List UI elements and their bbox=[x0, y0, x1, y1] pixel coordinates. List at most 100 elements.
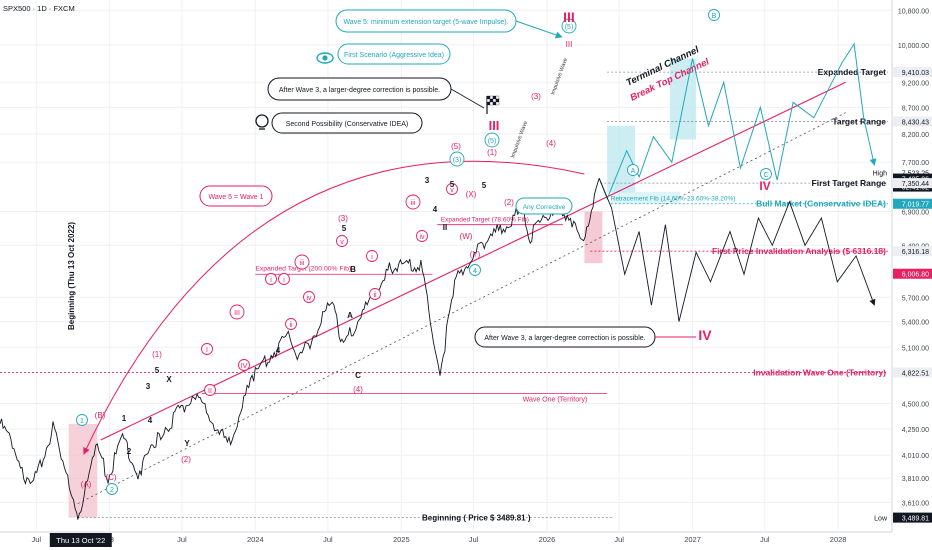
wave-label-39-circle bbox=[446, 183, 458, 195]
wave-label-52: (5) bbox=[565, 24, 574, 31]
wave-label-30: i bbox=[283, 277, 285, 284]
channel-bottom-line bbox=[77, 112, 846, 505]
callout-after-wave3-top-pointer bbox=[450, 88, 485, 109]
checkered-flag-icon bbox=[486, 98, 491, 103]
wave-label-28-circle bbox=[238, 359, 250, 371]
projection-conservative bbox=[598, 178, 876, 322]
wave-label-6: (2) bbox=[181, 455, 191, 464]
wave-label-26: II bbox=[208, 388, 212, 395]
wave-label-50: (3) bbox=[531, 92, 541, 101]
wave-label-33-circle bbox=[303, 291, 315, 303]
wave-label-18: B bbox=[350, 265, 356, 274]
wave-label-28: IV bbox=[241, 363, 248, 370]
checkered-flag-icon bbox=[486, 95, 491, 100]
wave-label-55-circle bbox=[760, 168, 772, 180]
x-tick-0: Jul bbox=[32, 535, 42, 544]
wave-label-38-circle bbox=[416, 230, 428, 242]
wave5-eq-wave1-arrow bbox=[83, 160, 585, 455]
y-badge-4-bg bbox=[893, 178, 932, 189]
wave-label-16: (5) bbox=[451, 142, 461, 151]
x-tick-4: Jul bbox=[323, 535, 333, 544]
wave-label-0: 1 bbox=[80, 418, 84, 425]
wave-label-46: (3) bbox=[453, 157, 462, 164]
symbol-header: SPX500 · 1D · FXCM bbox=[3, 4, 75, 13]
y-badge-1-bg bbox=[893, 116, 932, 127]
retracement-fib-label: Retracement Fib (14.60%-23.60%-38.20%) bbox=[611, 196, 736, 203]
wave-label-19: C bbox=[355, 371, 361, 380]
wave-label-45-circle bbox=[484, 132, 500, 148]
x-tick-5: 2025 bbox=[393, 535, 410, 544]
y-tick-3: 8,700.00 bbox=[902, 105, 929, 112]
y-tick-14: 3,810.00 bbox=[902, 476, 929, 483]
wave-label-10: 2 bbox=[127, 447, 132, 456]
first-price-invalidation-label: First Price Invalidation Analysis ($ 631… bbox=[712, 246, 886, 256]
wave-label-53: A bbox=[631, 168, 636, 175]
wave-label-37-circle bbox=[405, 194, 421, 210]
callout-any-corrective-box bbox=[515, 197, 573, 215]
wave-label-48: (1) bbox=[487, 148, 497, 157]
wave-label-1-circle bbox=[106, 483, 118, 495]
wave-label-17: A bbox=[347, 311, 353, 320]
y-badge-2-tag: High bbox=[873, 171, 888, 178]
callout-first-scenario-text: First Scenario (Aggressive Idea) bbox=[344, 52, 444, 59]
y-tick-10: 5,100.00 bbox=[902, 345, 929, 352]
wave-label-13: 5 bbox=[155, 366, 160, 375]
callout-first-scenario-box bbox=[337, 43, 451, 65]
wave-label-44: II bbox=[443, 223, 447, 232]
wave-label-47: III bbox=[566, 40, 573, 49]
wave-label-22: (Y) bbox=[470, 250, 481, 259]
callout-second-possibility-box bbox=[271, 112, 423, 134]
x-tick-10: Jul bbox=[760, 535, 770, 544]
wave-label-11: 3 bbox=[146, 382, 151, 391]
wave-label-7: Y bbox=[184, 439, 190, 448]
wave-label-29: i bbox=[270, 277, 272, 284]
y-badge-4: 7,350.44 bbox=[902, 181, 929, 188]
wave-4-cyan: 4 bbox=[473, 268, 477, 275]
checkered-flag-icon bbox=[489, 101, 494, 106]
beginning-price-label: Beginning ( Price $ 3489.81 ) bbox=[422, 513, 531, 522]
x-tick-11: 2028 bbox=[830, 535, 847, 544]
y-tick-1: 10,000.00 bbox=[898, 43, 929, 50]
checkered-flag-icon bbox=[492, 101, 497, 106]
wave-label-32-circle bbox=[294, 254, 310, 270]
retracement-fib-box bbox=[610, 191, 681, 204]
wave-label-1: 2 bbox=[110, 487, 114, 494]
callout-after-wave3-bottom-text: After Wave 3, a larger-degree correction… bbox=[484, 335, 645, 342]
callout-wave5-eq-wave1-box bbox=[199, 185, 273, 207]
y-badge-6-bg bbox=[893, 246, 932, 257]
y-tick-13: 4,010.00 bbox=[902, 453, 929, 460]
wave-label-49: (2) bbox=[504, 198, 514, 207]
checkered-flag-icon bbox=[495, 95, 500, 100]
y-tick-12: 4,250.00 bbox=[902, 427, 929, 434]
y-badge-2-bg bbox=[893, 167, 932, 178]
y-badge-6: 6,316.18 bbox=[902, 249, 929, 256]
y-tick-15: 3,610.00 bbox=[902, 500, 929, 507]
x-tick-9: 2027 bbox=[684, 535, 701, 544]
x-highlight-label: Thu 13 Oct '22 bbox=[56, 536, 105, 545]
y-badge-5-bg bbox=[893, 198, 932, 209]
wave-label-30-circle bbox=[278, 273, 290, 285]
wave-label-56: IV bbox=[759, 179, 770, 193]
wave-label-31: ii bbox=[289, 322, 293, 329]
wave-label-39: v bbox=[450, 187, 454, 194]
first-target-range-label: First Target Range bbox=[812, 178, 887, 188]
y-badge-10-tag-bg bbox=[871, 512, 891, 523]
checkered-flag-icon bbox=[489, 98, 494, 103]
wave-label-27: III bbox=[234, 310, 240, 317]
checkered-flag-icon bbox=[486, 101, 491, 106]
callout-wave5-min-text: Wave 5: minimum extension target (5-wave… bbox=[343, 19, 508, 26]
roman-III-mid: III bbox=[489, 118, 500, 133]
wave-label-14: (3) bbox=[338, 214, 348, 223]
y-tick-2: 9,200.00 bbox=[902, 80, 929, 87]
wave-label-2: (A) bbox=[81, 480, 92, 489]
wave-label-31-circle bbox=[285, 318, 297, 330]
wave-label-29-circle bbox=[265, 273, 277, 285]
y-tick-6: 6,900.00 bbox=[902, 209, 929, 216]
bull-market-label: Bull Market (Conservative IDEA) bbox=[756, 199, 886, 209]
wave-label-54: B bbox=[712, 13, 717, 20]
wave-label-36-circle bbox=[369, 288, 381, 300]
y-badge-10-bg bbox=[893, 512, 932, 523]
wave-label-45: (5) bbox=[488, 138, 497, 145]
